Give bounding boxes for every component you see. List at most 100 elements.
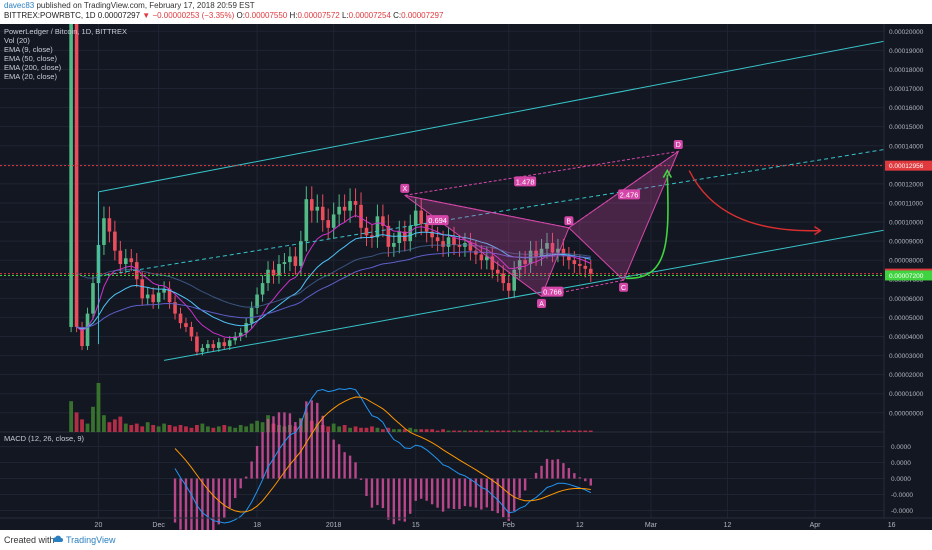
time-tick-5: Feb [503,522,515,529]
macd-histogram-bar-73 [474,478,478,508]
candle-body-38 [277,264,281,276]
pattern-ac-line [541,279,624,297]
volume-bar-82 [517,430,522,432]
ohlc-close-value: 0.00007297 [401,11,444,20]
candle-body-92 [572,260,577,265]
volume-bar-31 [238,425,243,432]
pattern-ratio-label-3: 2.476 [620,190,639,199]
chart-stage[interactable]: X A B C D 0.694 0.766 1.478 2.476 0.00020000 0.00… [0,21,932,546]
candle-body-74 [474,250,478,255]
ema-20-line [76,231,591,330]
pattern-xd-line [404,150,679,196]
candle-body-22 [189,326,194,337]
candle-body-2 [80,326,84,347]
symbol-label: BITTREX:POWRBTC, 1D [4,11,96,20]
macd-tick-3: -0.0000 [891,492,913,499]
price-tick-12: 0.00008000 [889,258,924,265]
candle-body-54 [364,227,369,236]
volume-bar-6 [102,415,106,432]
price-channel[interactable] [0,30,932,361]
volume-bar-72 [463,430,467,432]
publish-info: davec83 published on TradingView.com, Fe… [4,1,255,10]
candle-body-8 [113,231,117,251]
candle-body-88 [550,243,555,253]
tradingview-brand[interactable]: TradingView [66,535,116,545]
volume-bar-0 [69,401,74,432]
volume-bar-16 [156,426,161,432]
price-tick-11: 0.00009000 [889,239,924,246]
candle-body-43 [304,199,309,242]
macd-tick-4: -0.0000 [891,508,913,515]
volume-bar-25 [205,426,210,432]
macd-histogram-bar-51 [354,462,357,479]
candle-body-29 [227,340,232,347]
candle-body-1 [74,24,79,327]
volume-bar-93 [577,430,582,432]
volume-bar-10 [123,423,128,432]
volume-bar-8 [112,419,117,432]
volume-bar-50 [342,425,347,432]
volume-bar-21 [184,426,188,432]
macd-histogram-bar-64 [425,478,428,501]
bullish-arrow-head [662,168,673,178]
volume-bar-61 [402,429,407,432]
candle-body-56 [375,216,380,238]
macd-histogram-bar-30 [239,478,242,489]
candle-body-13 [140,279,145,299]
price-tick-2: 0.00018000 [889,67,924,74]
macd-histogram-bar-45 [321,415,324,479]
time-tick-9: Apr [810,522,822,529]
candle-body-7 [107,218,112,232]
volume-bar-9 [118,416,123,432]
candle-body-6 [102,218,106,245]
volume-bar-4 [91,406,95,432]
volume-bar-51 [348,427,352,432]
candle-body-18 [167,288,172,303]
candle-body-69 [446,237,451,247]
volume-bar-74 [473,430,478,432]
projection-arrows[interactable] [625,168,822,280]
macd-histogram-bar-58 [392,478,396,525]
candle-body-85 [534,250,538,257]
price-change: ▼ −0.00000253 (−3.35%) [142,11,235,20]
price-tick-18: 0.00002000 [889,372,924,379]
candle-body-76 [485,256,489,261]
ohlc-open-value: 0.00007550 [244,11,288,20]
volume-bar-88 [550,430,555,432]
harmonic-pattern[interactable]: X A B C D 0.694 0.766 1.478 2.476 [400,139,683,308]
time-tick-10: 16 [888,522,896,529]
volume-bar-70 [452,430,456,432]
macd-histogram-bar-93 [584,478,587,482]
macd-histogram-bar-66 [436,478,439,508]
candle-body-4 [91,283,95,314]
pattern-point-a-label: A [539,301,544,308]
volume-bar-68 [441,429,445,432]
macd-histogram-bar-37 [277,412,281,479]
candle-body-68 [441,241,445,247]
author-link[interactable]: davec83 [4,1,35,10]
macd-histogram-bar-65 [430,478,434,505]
pattern-ratio-badge-3 [618,189,641,200]
candle-body-75 [479,254,484,261]
channel-upper-line [98,31,932,193]
candle-body-24 [200,347,205,352]
volume-bar-20 [178,425,183,432]
volume-bar-78 [495,430,500,432]
volume-bar-5 [96,383,101,432]
candle-body-46 [320,206,325,221]
macd-histogram-bar-70 [458,478,461,510]
macd-histogram-bar-78 [502,478,505,518]
candle-body-78 [495,269,500,274]
macd-histogram-bar-39 [288,413,292,479]
macd-histogram-bar-88 [556,459,560,479]
macd-histogram-bar-84 [534,472,538,479]
volume-bar-69 [446,430,451,432]
legend-vol: Vol (20) [4,36,30,45]
volume-bar-64 [419,429,424,432]
volume-bar-34 [255,420,259,432]
macd-histogram-bar-43 [310,400,313,479]
volume-bar-66 [430,429,435,432]
volume-bar-27 [216,426,221,432]
macd-histogram-bar-21 [190,478,193,539]
